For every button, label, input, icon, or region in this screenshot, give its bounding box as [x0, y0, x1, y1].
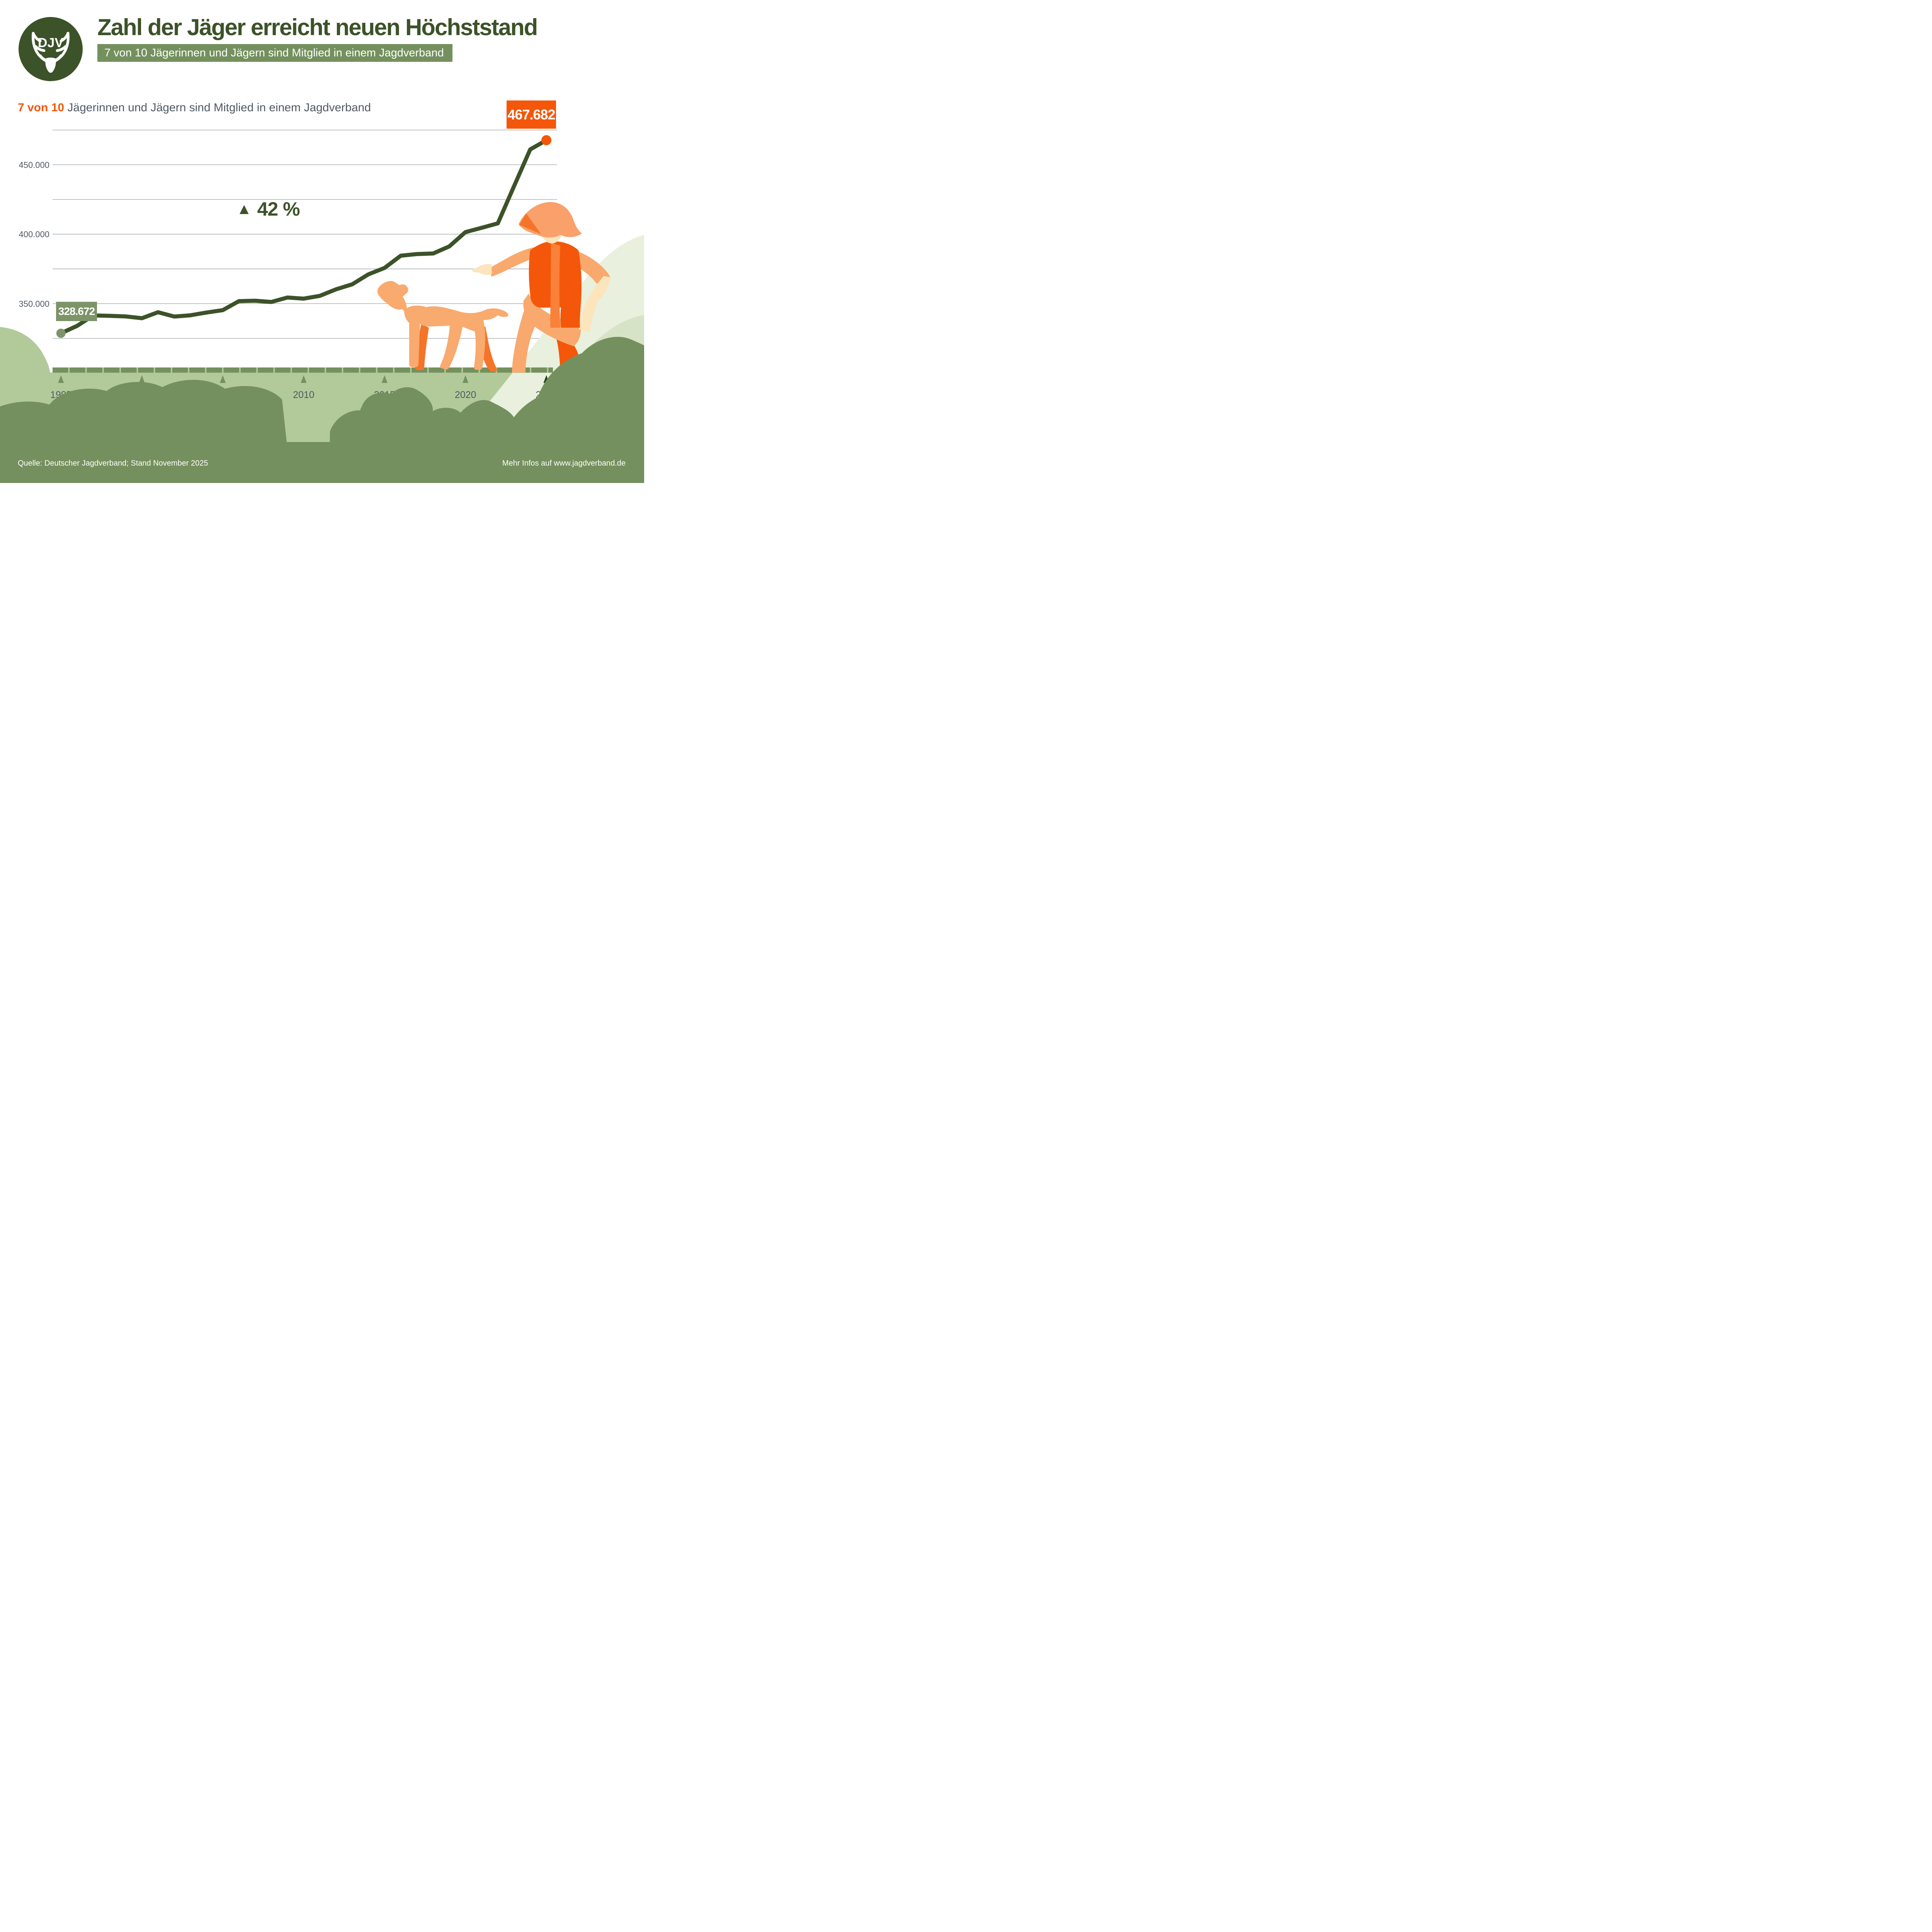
hare-silhouette [83, 391, 131, 414]
x-tick-marker [58, 375, 64, 383]
x-axis-label: 2005 [212, 389, 234, 400]
djv-logo: DJV [19, 17, 83, 81]
end-value-badge: 467.682 [507, 100, 556, 129]
x-tick-marker [139, 375, 145, 383]
x-tick-marker [381, 375, 388, 383]
x-axis-label: 2000 [131, 389, 153, 400]
bush-middle [329, 387, 515, 483]
logo-text: DJV [38, 36, 63, 50]
x-axis: 1995 2000 2005 2010 2015 2020 2025 [50, 367, 557, 400]
pale-hill-near [514, 315, 644, 483]
hunter-thigh [523, 294, 581, 346]
start-data-point [56, 328, 66, 338]
hunter-leg-back [512, 294, 540, 372]
pale-hill-far [469, 235, 644, 483]
x-axis-label: 2025 [536, 389, 557, 400]
more-info-link: Mehr Infos auf www.jagdverband.de [502, 459, 626, 468]
y-axis-label: 300.000 [19, 369, 49, 378]
hunter-hat-brim-shadow [519, 213, 541, 234]
headline-highlight: 7 von 10 [18, 101, 65, 114]
growth-value: 42 % [257, 198, 300, 220]
subtitle-banner: 7 von 10 Jägerinnen und Jägern sind Mitg… [97, 44, 452, 62]
landscape-foreground [0, 202, 644, 483]
hunter-vest-panel [550, 243, 560, 328]
y-axis-label: 450.000 [19, 160, 49, 170]
hunter-face [541, 217, 563, 243]
line-chart: 300.000 350.000 400.000 450.000 [19, 129, 557, 378]
x-tick-marker [301, 375, 307, 383]
page-title: Zahl der Jäger erreicht neuen Höchststan… [97, 14, 538, 40]
x-axis-label: 2010 [293, 389, 315, 400]
triangle-up-icon: ▲ [236, 200, 252, 218]
x-tick-marker [463, 375, 469, 383]
start-value-badge: 328.672 [56, 302, 97, 321]
axis-baseline [53, 367, 553, 373]
dog-illustration [377, 281, 509, 372]
growth-annotation: ▲ 42 % [236, 198, 300, 220]
hunter-forearm-hip [579, 276, 611, 332]
x-tick-marker [220, 375, 226, 383]
chart-headline: 7 von 10 Jägerinnen und Jägern sind Mitg… [18, 101, 371, 114]
hunter-illustration [472, 202, 611, 372]
headline-rest: Jägerinnen und Jägern sind Mitglied in e… [64, 101, 371, 114]
subtitle-text: 7 von 10 Jägerinnen und Jägern sind Mitg… [104, 46, 444, 59]
x-axis-label: 1995 [50, 389, 72, 400]
dog-body [377, 281, 509, 370]
landscape-background [0, 235, 644, 483]
end-data-point [541, 135, 551, 145]
antlers-icon [32, 32, 70, 64]
hunter-hat [519, 202, 582, 238]
axis-baseline-dashes [53, 367, 553, 373]
x-axis-label: 2015 [374, 389, 395, 400]
y-axis-label: 400.000 [19, 230, 49, 239]
deer-head-icon [45, 58, 56, 73]
data-line [59, 138, 549, 335]
dog-far-legs [415, 324, 497, 372]
source-note: Quelle: Deutscher Jagdverband; Stand Nov… [18, 459, 208, 468]
hunter-boot-front [556, 331, 581, 372]
x-axis-label: 2020 [455, 389, 476, 400]
hunter-arm-point-sleeve [489, 247, 535, 277]
x-tick-marker [543, 375, 549, 383]
infographic: 300.000 350.000 400.000 450.000 1995 2000 200… [0, 0, 644, 483]
hunter-hand-point [472, 264, 492, 275]
hunter-vest [529, 241, 582, 328]
y-axis-label: 350.000 [19, 299, 49, 309]
hunter-arm-hip-sleeve [576, 250, 611, 284]
